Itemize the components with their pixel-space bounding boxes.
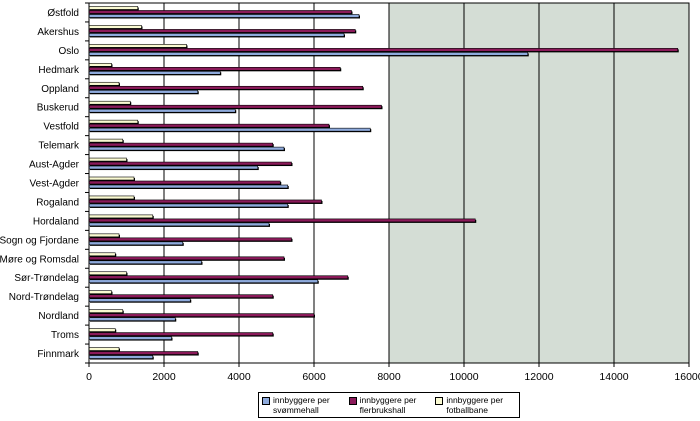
legend-label-fotballbane: innbyggere per fotballbane (446, 395, 504, 415)
bar-fotballbane-17 (88, 328, 116, 332)
x-tick-label-4000: 4000 (227, 371, 251, 383)
bar-svommehall-12 (88, 241, 184, 246)
bar-flerbrukshall-3 (88, 67, 341, 71)
bar-flerbrukshall-7 (88, 142, 274, 147)
legend-label-svommehall: innbyggere per svømmehall (273, 395, 330, 415)
y-label-1: Akershus (37, 27, 79, 38)
bar-svommehall-11 (88, 222, 270, 227)
bar-svommehall-3 (88, 71, 221, 75)
bar-fotballbane-4 (88, 81, 120, 86)
bar-svommehall-1 (88, 33, 345, 37)
bar-flerbrukshall-14 (88, 275, 349, 280)
bar-flerbrukshall-15 (88, 294, 274, 298)
bar-fotballbane-1 (88, 25, 142, 29)
y-label-16: Nordland (38, 311, 79, 322)
bar-fotballbane-12 (88, 233, 120, 238)
x-tick-label-10000: 10000 (449, 371, 478, 383)
bar-fotballbane-13 (88, 252, 116, 257)
y-label-8: Aust-Agder (29, 160, 80, 171)
y-label-13: Møre og Romsdal (0, 254, 79, 265)
bar-flerbrukshall-13 (88, 256, 285, 261)
bar-flerbrukshall-6 (88, 123, 330, 128)
y-label-3: Hedmark (38, 65, 80, 76)
x-tick-label-12000: 12000 (524, 371, 553, 383)
y-label-10: Rogaland (36, 197, 79, 208)
bar-flerbrukshall-17 (88, 332, 274, 336)
bar-flerbrukshall-5 (88, 104, 382, 109)
bar-svommehall-14 (88, 279, 319, 284)
legend-swatch-flerbrukshall (348, 397, 357, 405)
bar-flerbrukshall-4 (88, 85, 364, 90)
legend: innbyggere per svømmehall innbyggere per… (258, 392, 520, 418)
bar-svommehall-4 (88, 89, 199, 94)
legend-swatch-svommehall (262, 397, 270, 405)
bar-svommehall-9 (88, 184, 289, 189)
bar-fotballbane-3 (88, 63, 112, 67)
bar-fotballbane-8 (88, 157, 127, 162)
bar-fotballbane-7 (88, 138, 124, 143)
bar-svommehall-6 (88, 127, 371, 132)
x-tick-label-8000: 8000 (377, 371, 401, 383)
legend-item-fotballbane: innbyggere per fotballbane (432, 393, 519, 417)
y-label-12: Sogn og Fjordane (0, 235, 79, 246)
bar-flerbrukshall-12 (88, 237, 292, 242)
x-tick-label-0: 0 (86, 371, 92, 383)
y-label-4: Oppland (41, 84, 79, 95)
bar-svommehall-5 (88, 108, 236, 113)
y-label-18: Finnmark (37, 349, 80, 360)
y-label-2: Oslo (58, 46, 79, 57)
bar-svommehall-10 (88, 203, 289, 208)
bar-flerbrukshall-18 (88, 351, 199, 355)
y-label-15: Nord-Trøndelag (9, 292, 79, 303)
bar-flerbrukshall-2 (88, 48, 679, 52)
bar-fotballbane-2 (88, 44, 187, 48)
bar-svommehall-13 (88, 260, 202, 265)
bar-fotballbane-11 (88, 214, 154, 219)
y-label-0: Østfold (47, 8, 79, 19)
y-label-14: Sør-Trøndelag (14, 273, 79, 284)
legend-item-flerbrukshall: innbyggere per flerbrukshall (346, 393, 433, 417)
y-label-11: Hordaland (33, 216, 79, 227)
bar-svommehall-15 (88, 298, 191, 302)
bar-fotballbane-14 (88, 271, 127, 276)
bar-flerbrukshall-8 (88, 161, 292, 166)
y-label-7: Telemark (38, 141, 80, 152)
bar-svommehall-18 (88, 355, 154, 359)
legend-swatch-fotballbane (435, 397, 444, 405)
bar-svommehall-8 (88, 165, 259, 170)
bar-fotballbane-15 (88, 290, 112, 294)
bar-flerbrukshall-11 (88, 218, 476, 223)
bar-flerbrukshall-10 (88, 199, 322, 204)
x-tick-label-14000: 14000 (599, 371, 628, 383)
bar-fotballbane-9 (88, 176, 135, 181)
legend-label-flerbrukshall: innbyggere per flerbrukshall (359, 395, 417, 415)
bar-fotballbane-6 (88, 119, 139, 124)
bar-svommehall-2 (88, 52, 529, 56)
bar-svommehall-17 (88, 336, 172, 340)
x-tick-label-6000: 6000 (302, 371, 326, 383)
bar-flerbrukshall-9 (88, 180, 281, 185)
bar-fotballbane-16 (88, 309, 124, 313)
bar-flerbrukshall-1 (88, 29, 356, 33)
bar-flerbrukshall-0 (88, 10, 352, 14)
bar-fotballbane-18 (88, 347, 120, 351)
x-tick-label-16000: 16000 (674, 371, 700, 383)
legend-item-svommehall: innbyggere per svømmehall (259, 393, 346, 417)
bar-flerbrukshall-16 (88, 313, 315, 317)
y-label-9: Vest-Agder (30, 179, 80, 190)
bar-fotballbane-0 (88, 6, 139, 10)
bar-svommehall-16 (88, 317, 176, 321)
y-label-5: Buskerud (37, 103, 79, 114)
bar-svommehall-7 (88, 146, 285, 151)
bar-fotballbane-5 (88, 100, 131, 105)
y-label-17: Troms (51, 330, 79, 341)
y-label-6: Vestfold (43, 122, 79, 133)
bar-fotballbane-10 (88, 195, 135, 200)
x-tick-label-2000: 2000 (152, 371, 176, 383)
bar-svommehall-0 (88, 14, 360, 18)
